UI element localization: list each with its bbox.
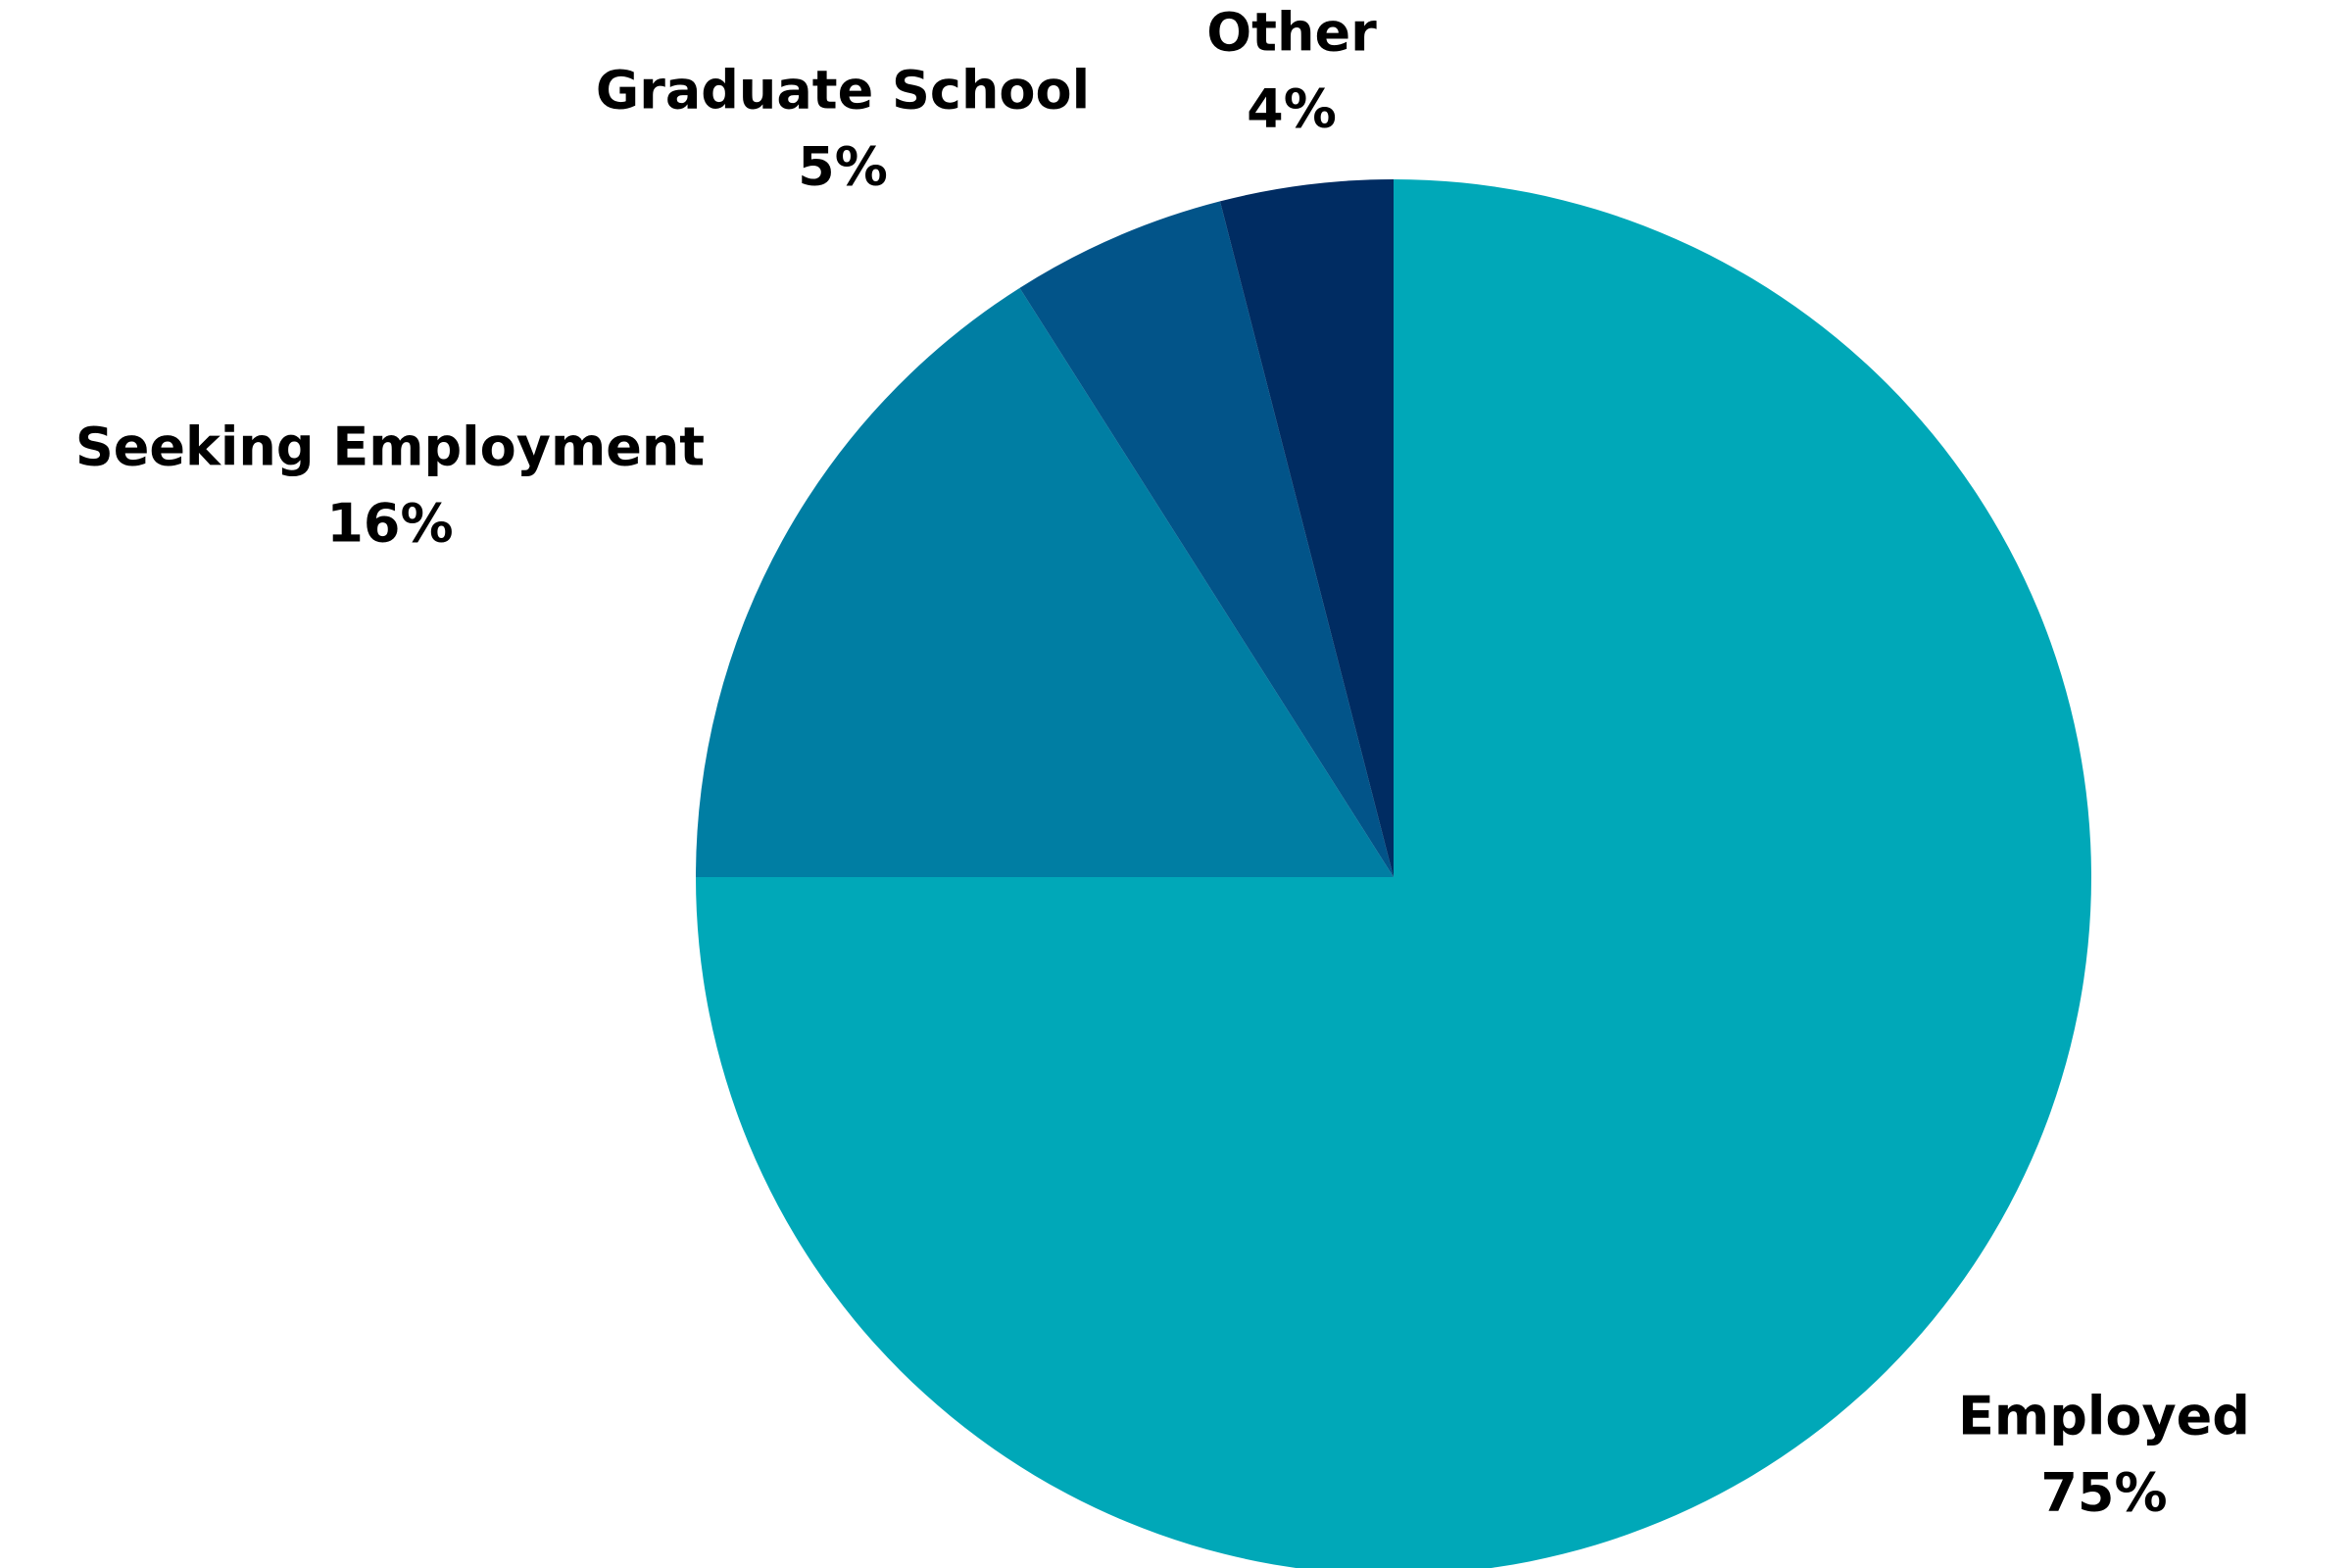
slice-value-employed: 75% (2040, 1462, 2167, 1524)
slice-label-graduate-school: Graduate School (596, 60, 1090, 122)
slice-label-other: Other (1206, 2, 1377, 64)
slice-label-seeking-employment: Seeking Employment (75, 416, 705, 478)
slice-value-other: 4% (1247, 78, 1337, 140)
slice-label-employed: Employed (1958, 1386, 2250, 1447)
pie-labels: Employed 75% Seeking Employment 16% Graduate… (75, 2, 2250, 1524)
slice-value-seeking-employment: 16% (326, 493, 453, 555)
pie-slice-graduate-school (1019, 201, 1394, 877)
pie-slice-seeking-employment (696, 287, 1394, 878)
pie-slice-employed (696, 179, 2091, 1568)
pie-slices (696, 179, 2091, 1568)
pie-slice-other (1219, 179, 1394, 877)
slice-value-graduate-school: 5% (798, 136, 888, 198)
